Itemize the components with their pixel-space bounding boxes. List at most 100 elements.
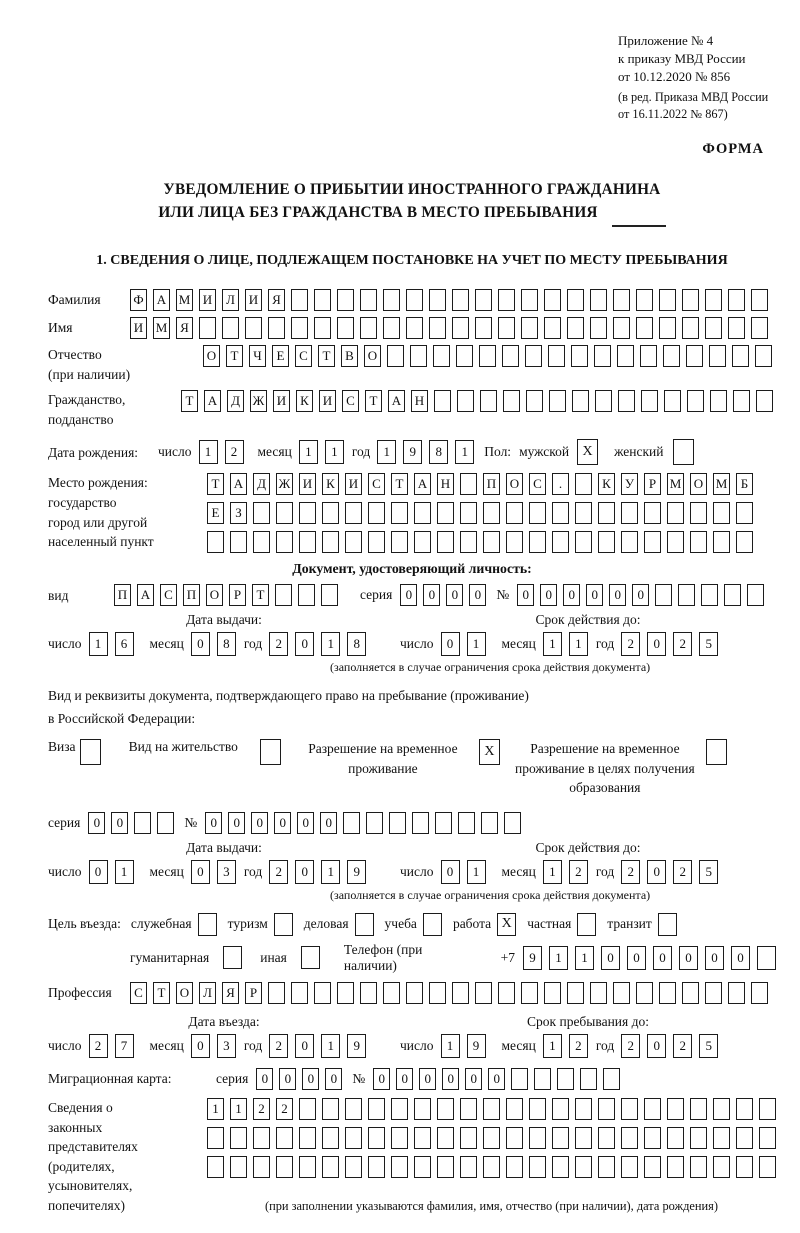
char-cell[interactable]: П [183,584,200,607]
char-cell[interactable] [636,317,653,340]
char-cell[interactable] [526,390,543,413]
char-cell[interactable] [457,390,474,413]
char-cell[interactable] [736,1126,753,1149]
char-cell[interactable] [437,1155,454,1178]
char-cell[interactable]: 0 [586,584,604,607]
char-cell[interactable]: А [153,289,170,312]
char-cell[interactable] [544,981,561,1004]
char-cell[interactable]: 0 [705,945,724,970]
char-cell[interactable]: М [176,289,193,312]
char-cell[interactable] [736,1155,753,1178]
char-cell[interactable]: 9 [523,945,542,970]
char-cell[interactable]: Я [268,289,285,312]
char-cell[interactable]: 1 [568,632,588,657]
char-cell[interactable] [383,981,400,1004]
char-cell[interactable] [736,502,753,525]
char-cell[interactable]: 0 [295,859,315,884]
char-cell[interactable]: Н [437,473,454,496]
char-cell[interactable] [391,1097,408,1120]
char-cell[interactable] [613,981,630,1004]
char-cell[interactable] [575,1097,592,1120]
char-cell[interactable]: 0 [419,1067,437,1090]
char-cell[interactable] [621,1126,638,1149]
char-cell[interactable] [433,345,450,368]
char-cell[interactable] [511,1067,529,1090]
char-cell[interactable] [345,1126,362,1149]
char-cell[interactable]: 1 [198,440,218,465]
char-cell[interactable] [412,811,430,834]
char-cell[interactable]: 3 [216,1033,236,1058]
char-cell[interactable]: З [230,502,247,525]
char-cell[interactable]: А [137,584,154,607]
char-cell[interactable]: О [690,473,707,496]
char-cell[interactable]: 0 [256,1067,274,1090]
char-cell[interactable] [475,317,492,340]
char-cell[interactable] [736,1097,753,1120]
char-cell[interactable] [479,345,496,368]
char-cell[interactable] [253,502,270,525]
char-cell[interactable]: О [176,981,193,1004]
char-cell[interactable] [641,390,658,413]
char-cell[interactable]: 1 [88,632,108,657]
char-cell[interactable] [690,502,707,525]
char-cell[interactable] [157,811,175,834]
char-cell[interactable] [595,390,612,413]
char-cell[interactable] [368,1155,385,1178]
char-cell[interactable] [483,1097,500,1120]
char-cell[interactable]: В [341,345,358,368]
char-cell[interactable]: 1 [298,440,318,465]
char-cell[interactable] [299,531,316,554]
char-cell[interactable] [389,811,407,834]
char-cell[interactable] [644,1155,661,1178]
char-cell[interactable] [575,1155,592,1178]
char-cell[interactable] [751,289,768,312]
char-cell[interactable]: 2 [568,859,588,884]
char-cell[interactable] [483,1126,500,1149]
char-cell[interactable] [299,1155,316,1178]
char-cell[interactable] [504,811,522,834]
char-cell[interactable] [567,981,584,1004]
char-cell[interactable] [667,531,684,554]
char-cell[interactable] [391,502,408,525]
char-cell[interactable]: 0 [540,584,558,607]
char-cell[interactable]: 1 [321,632,341,657]
char-cell[interactable]: М [153,317,170,340]
char-cell[interactable]: М [713,473,730,496]
char-cell[interactable] [549,390,566,413]
char-cell[interactable]: 0 [601,945,620,970]
char-cell[interactable]: 9 [403,440,423,465]
char-cell[interactable]: 1 [207,1097,224,1120]
char-cell[interactable]: 1 [114,859,134,884]
char-cell[interactable] [299,1126,316,1149]
char-cell[interactable] [664,390,681,413]
char-cell[interactable] [276,502,293,525]
char-cell[interactable]: 0 [325,1067,343,1090]
char-cell[interactable]: 2 [673,632,693,657]
char-cell[interactable] [728,289,745,312]
char-cell[interactable] [207,1155,224,1178]
char-cell[interactable]: 0 [320,811,338,834]
char-cell[interactable] [460,1155,477,1178]
char-cell[interactable] [222,317,239,340]
char-cell[interactable] [621,502,638,525]
char-cell[interactable]: Т [318,345,335,368]
char-cell[interactable]: 0 [440,632,460,657]
char-cell[interactable] [636,981,653,1004]
char-cell[interactable] [598,1126,615,1149]
char-cell[interactable] [345,502,362,525]
char-cell[interactable] [503,390,520,413]
char-cell[interactable]: П [483,473,500,496]
char-cell[interactable]: 1 [542,859,562,884]
char-cell[interactable] [552,1126,569,1149]
char-cell[interactable]: И [199,289,216,312]
char-cell[interactable] [268,317,285,340]
char-cell[interactable] [590,317,607,340]
char-cell[interactable]: 0 [190,632,210,657]
char-cell[interactable] [498,289,515,312]
char-cell[interactable] [360,981,377,1004]
char-cell[interactable] [732,345,749,368]
char-cell[interactable] [529,1097,546,1120]
char-cell[interactable] [291,981,308,1004]
char-cell[interactable] [757,945,776,970]
char-cell[interactable]: 2 [621,1033,641,1058]
